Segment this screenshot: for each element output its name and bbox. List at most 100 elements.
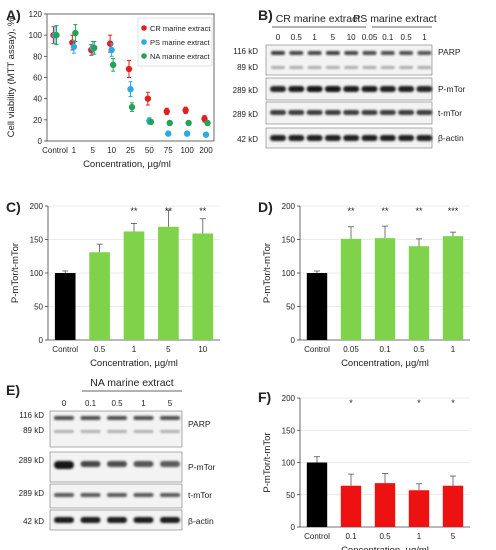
lane-label: 0.5 xyxy=(111,399,123,408)
group-label: PS marine extract xyxy=(353,13,437,25)
blot-band-faint xyxy=(380,66,395,69)
blot-band xyxy=(361,135,378,141)
blot-band xyxy=(80,493,101,497)
marker-label: 289 kD xyxy=(19,489,45,498)
x-tick-label: Control xyxy=(42,146,68,155)
blot-band xyxy=(54,461,74,469)
panel-label: F) xyxy=(258,389,271,405)
x-tick-label: 0.05 xyxy=(343,345,359,354)
blot-band-faint xyxy=(307,66,322,69)
marker-label: 42 kD xyxy=(23,517,44,526)
y-tick-label: 200 xyxy=(282,202,296,211)
x-tick-label: 0.1 xyxy=(379,345,391,354)
lane-label: 0.1 xyxy=(85,399,97,408)
y-tick-label: 100 xyxy=(30,269,44,278)
blot-band xyxy=(416,110,433,115)
bar xyxy=(408,490,430,527)
blot-band xyxy=(107,493,127,497)
blot-band xyxy=(324,110,341,115)
bar xyxy=(306,462,328,527)
blot-band xyxy=(160,461,180,467)
blot-band xyxy=(288,86,305,92)
bar xyxy=(374,238,396,340)
x-tick-label: Control xyxy=(304,532,330,541)
significance-mark: ** xyxy=(381,206,389,216)
blot-band-faint xyxy=(107,430,127,433)
blot-band xyxy=(379,86,396,92)
significance-mark: ** xyxy=(347,206,355,216)
y-tick-label: 150 xyxy=(282,426,296,435)
blot-band xyxy=(133,461,154,467)
series-2 xyxy=(53,24,211,127)
blot-band xyxy=(343,86,360,92)
data-point xyxy=(125,65,133,73)
blot-band xyxy=(416,135,433,141)
blot-band xyxy=(288,110,305,115)
blot-band xyxy=(133,493,154,497)
panel-e: E) NA marine extract 0 0.1 0.5 1 5 116 kD 89 kD 2… xyxy=(6,377,216,531)
blot-band xyxy=(54,416,74,420)
y-tick-label: 100 xyxy=(282,459,296,468)
lane-label: 1 xyxy=(422,33,427,42)
y-tick-label: 80 xyxy=(33,52,42,61)
x-tick-label: 10 xyxy=(198,345,207,354)
y-tick-label: 50 xyxy=(286,303,295,312)
parp-strip xyxy=(265,44,433,76)
panel-f: F) 0 50 100 150 200 Control * 0.1 0.5 * 1 * 5 Concentr… xyxy=(258,389,470,550)
x-tick-label: 10 xyxy=(107,146,116,155)
blot-band-faint xyxy=(325,66,340,69)
marker-label: 116 kD xyxy=(233,47,258,56)
bar xyxy=(408,246,430,340)
legend: CR marine extract PS marine extract NA mar… xyxy=(137,17,213,67)
bar xyxy=(54,273,76,340)
blot-band xyxy=(417,51,432,55)
x-tick-label: 100 xyxy=(180,146,194,155)
blot-band xyxy=(361,110,378,115)
legend-label: NA marine extract xyxy=(150,52,211,61)
lane-label: 0.5 xyxy=(401,33,413,42)
blot-band xyxy=(380,51,395,55)
panel-label: C) xyxy=(6,199,21,215)
y-axis-label: P-mTor/t-mTor xyxy=(10,243,21,303)
blot-band xyxy=(324,135,341,141)
data-point xyxy=(108,46,115,54)
legend-marker xyxy=(141,39,147,45)
x-tick-label: 75 xyxy=(164,146,173,155)
blot-band xyxy=(324,86,341,92)
x-tick-label: 25 xyxy=(126,146,135,155)
x-tick-label: 0.1 xyxy=(345,532,357,541)
blot-band xyxy=(325,51,340,55)
protein-label: P-mTor xyxy=(188,462,216,472)
protein-label: PARP xyxy=(438,47,461,57)
protein-label: t-mTor xyxy=(438,108,462,118)
blot-band xyxy=(288,135,305,141)
blot-band xyxy=(270,86,286,92)
blot-band xyxy=(416,86,433,92)
blot-band-faint xyxy=(160,430,180,433)
legend-marker xyxy=(141,25,147,31)
protein-label: P-mTor xyxy=(438,84,466,94)
y-tick-label: 50 xyxy=(286,491,295,500)
blot-band xyxy=(361,86,378,92)
y-tick-label: 120 xyxy=(29,10,43,19)
significance-mark: ** xyxy=(165,206,173,216)
blot-band xyxy=(270,110,286,115)
x-tick-label: 5 xyxy=(451,532,456,541)
y-tick-label: 40 xyxy=(33,95,42,104)
significance-mark: * xyxy=(349,398,353,408)
protein-label: PARP xyxy=(188,419,211,429)
lane-label: 5 xyxy=(331,33,336,42)
blot-band xyxy=(107,517,127,523)
x-axis-label: Concentration, µg/ml xyxy=(83,159,171,170)
significance-mark: *** xyxy=(448,206,459,216)
blot-band xyxy=(54,517,74,523)
bar xyxy=(374,483,396,527)
data-point xyxy=(147,118,155,126)
data-point xyxy=(185,119,192,127)
bar xyxy=(123,231,145,340)
blot-band-faint xyxy=(80,430,101,433)
x-tick-label: 200 xyxy=(199,146,213,155)
blot-band xyxy=(399,51,414,55)
bar xyxy=(89,252,110,340)
blot-band xyxy=(133,416,154,420)
